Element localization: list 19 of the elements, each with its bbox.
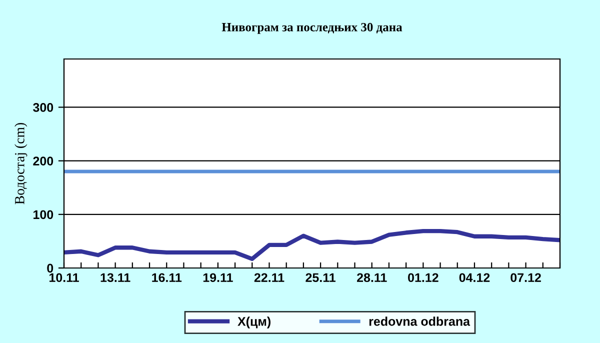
y-tick-label: 300 — [33, 103, 54, 112]
x-tick-label: 13.11 — [100, 273, 130, 282]
x-tick-label: 01.12 — [408, 273, 438, 282]
x-tick-label: 07.12 — [510, 273, 541, 282]
x-tick-label: 28.11 — [357, 273, 387, 282]
x-tick-label: 19.11 — [203, 273, 233, 282]
y-tick-label: 200 — [33, 156, 54, 166]
y-tick-label: 100 — [34, 210, 54, 220]
legend-label: redovna odbrana — [369, 316, 470, 326]
legend-label: X(цм) — [238, 316, 270, 328]
chart-title: Нивограм за последњих 30 дана — [222, 22, 402, 34]
x-tick-label: 16.11 — [152, 273, 182, 282]
x-tick-label: 04.12 — [459, 273, 490, 282]
y-tick-label: 0 — [47, 264, 54, 273]
x-tick-label: 25.11 — [306, 273, 336, 282]
y-axis-title: Водостај (cm) — [14, 122, 28, 204]
x-tick-label: 10.11 — [49, 273, 79, 282]
line-series — [64, 228, 560, 261]
x-tick-label: 22.11 — [254, 273, 284, 282]
